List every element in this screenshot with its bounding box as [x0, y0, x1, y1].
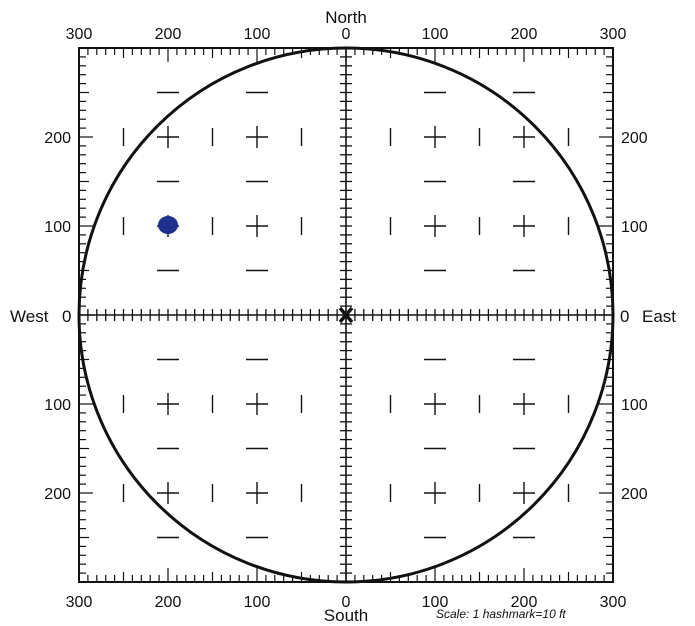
- axis-tick-labels: 300 200 100 0 100 200 300 300 200 100 0 100 200 300 20…: [44, 26, 648, 611]
- right-tick-label: 200: [621, 486, 648, 503]
- top-tick-label: 300: [66, 26, 93, 43]
- bottom-tick-label: 200: [155, 594, 182, 611]
- bottom-tick-label: 200: [511, 594, 538, 611]
- top-tick-label: 0: [342, 26, 351, 43]
- bottom-tick-label: 300: [66, 594, 93, 611]
- east-label: East: [642, 307, 676, 326]
- top-tick-label: 300: [600, 26, 627, 43]
- left-tick-label: 200: [44, 486, 71, 503]
- right-tick-label: 100: [621, 219, 648, 236]
- left-tick-label: 200: [44, 130, 71, 147]
- right-tick-label: 100: [621, 397, 648, 414]
- top-tick-label: 100: [244, 26, 271, 43]
- south-label: South: [324, 606, 368, 625]
- bottom-tick-label: 300: [600, 594, 627, 611]
- left-tick-label: 100: [44, 397, 71, 414]
- right-tick-label: 200: [621, 130, 648, 147]
- left-tick-label: 100: [44, 219, 71, 236]
- west-label: West: [10, 307, 49, 326]
- east-zero-label: 0: [620, 307, 629, 326]
- target-location-dot: [158, 216, 178, 234]
- bottom-tick-label: 100: [244, 594, 271, 611]
- bottom-tick-label: 0: [342, 594, 351, 611]
- west-zero-label: 0: [62, 307, 71, 326]
- top-tick-label: 100: [422, 26, 449, 43]
- top-tick-label: 200: [511, 26, 538, 43]
- center-x-marker: [338, 306, 354, 324]
- bottom-tick-label: 100: [422, 594, 449, 611]
- range-circle: [77, 46, 615, 584]
- top-tick-label: 200: [155, 26, 182, 43]
- scale-note: Scale: 1 hashmark=10 ft: [436, 607, 566, 621]
- north-label: North: [325, 8, 367, 27]
